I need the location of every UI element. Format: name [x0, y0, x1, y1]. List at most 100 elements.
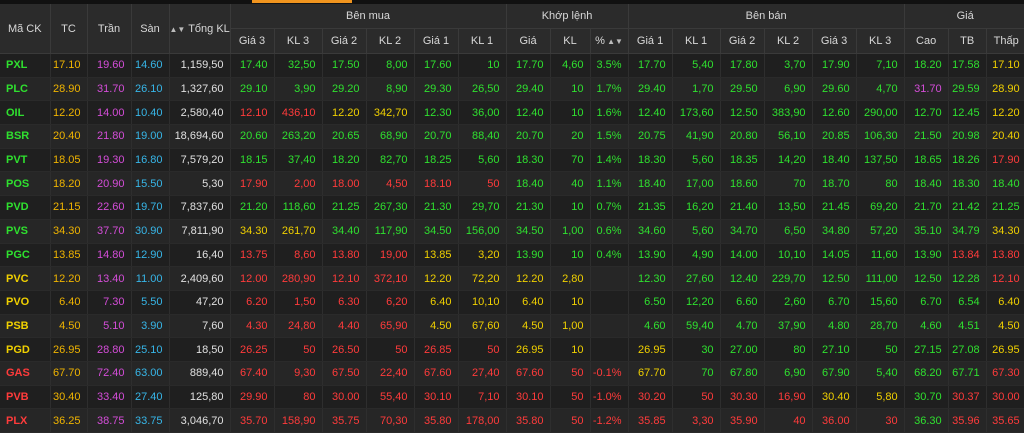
sell-cell: 6,50 — [764, 219, 813, 244]
col-total-volume-label: Tổng KL — [188, 22, 230, 35]
ref-price-cell: 12.20 — [50, 266, 88, 291]
col-price-2[interactable]: Thấp — [986, 28, 1024, 54]
buy-cell: 13.75 — [230, 243, 275, 268]
sell-cell: 35.85 — [628, 408, 673, 433]
price-stat-cell: 68.20 — [904, 361, 949, 386]
buy-cell: 1,50 — [274, 290, 323, 315]
col-sell-2[interactable]: Giá 2 — [720, 28, 765, 54]
sell-cell: 229,70 — [764, 266, 813, 291]
sell-cell: 50 — [672, 385, 721, 410]
col-ceil[interactable]: Trần — [87, 4, 132, 54]
table-row[interactable]: PLC 28.90 31.70 26.10 1,327,60 29.10 3,90 29.20… — [0, 77, 1024, 102]
table-row[interactable]: PVS 34.30 37.70 30.90 7,811,90 34.30 261,70 34.… — [0, 219, 1024, 244]
sell-cell: 6.70 — [812, 290, 857, 315]
buy-cell: 13.80 — [322, 243, 367, 268]
buy-cell: 19,00 — [366, 243, 415, 268]
table-row[interactable]: PSB 4.50 5.10 3.90 7,60 4.30 24,80 4.40 65,90 4.5… — [0, 314, 1024, 339]
ref-price-cell: 28.90 — [50, 77, 88, 102]
floor-price-cell: 3.90 — [131, 314, 170, 339]
col-match-1[interactable]: KL — [550, 28, 591, 54]
buy-cell: 4.30 — [230, 314, 275, 339]
ref-price-cell: 4.50 — [50, 314, 88, 339]
buy-cell: 10,10 — [458, 290, 507, 315]
buy-cell: 36,00 — [458, 100, 507, 126]
col-buy-2[interactable]: Giá 2 — [322, 28, 367, 54]
sell-cell: 383,90 — [764, 100, 813, 126]
price-stat-cell: 6.70 — [904, 290, 949, 315]
buy-cell: 50 — [274, 337, 323, 362]
col-sell-4[interactable]: Giá 3 — [812, 28, 857, 54]
col-price-0[interactable]: Cao — [904, 28, 949, 54]
buy-cell: 9,30 — [274, 361, 323, 386]
sell-cell: 18.60 — [720, 171, 765, 197]
match-cell: 12.20 — [506, 266, 551, 291]
total-volume-cell: 1,159,50 — [169, 53, 231, 78]
match-cell: 10 — [550, 337, 591, 362]
col-buy-3[interactable]: KL 2 — [366, 28, 415, 54]
col-sell-3[interactable]: KL 2 — [764, 28, 813, 54]
match-cell: 0.7% — [590, 195, 629, 220]
col-ref[interactable]: TC — [50, 4, 88, 54]
col-buy-4[interactable]: Giá 1 — [414, 28, 459, 54]
col-buy-1[interactable]: KL 3 — [274, 28, 323, 54]
match-cell: 6.40 — [506, 290, 551, 315]
buy-cell: 20.65 — [322, 124, 367, 149]
table-row[interactable]: PVT 18.05 19.30 16.80 7,579,20 18.15 37,40 18.2… — [0, 148, 1024, 173]
symbol-cell: BSR — [0, 124, 51, 149]
table-row[interactable]: PVD 21.15 22.60 19.70 7,837,60 21.20 118,60 21.… — [0, 195, 1024, 220]
col-match-2[interactable]: % ▲▼ — [590, 28, 629, 54]
ref-price-cell: 18.05 — [50, 148, 88, 173]
match-cell: 1.7% — [590, 77, 629, 102]
col-symbol[interactable]: Mã CK — [0, 4, 51, 54]
col-sell-1[interactable]: KL 1 — [672, 28, 721, 54]
col-buy-0[interactable]: Giá 3 — [230, 28, 275, 54]
buy-cell: 13.85 — [414, 243, 459, 268]
col-price-1[interactable]: TB — [948, 28, 987, 54]
match-cell: 4.50 — [506, 314, 551, 339]
total-volume-cell: 7,60 — [169, 314, 231, 339]
buy-cell: 3,20 — [458, 243, 507, 268]
table-row[interactable]: PGD 26.95 28.80 25.10 18,50 26.25 50 26.50 50 26.… — [0, 337, 1024, 362]
table-row[interactable]: POS 18.20 20.90 15.50 5,30 17.90 2,00 18.00 4,50… — [0, 171, 1024, 197]
col-sell-0[interactable]: Giá 1 — [628, 28, 673, 54]
table-row[interactable]: PLX 36.25 38.75 33.75 3,046,70 35.70 158,90 35.… — [0, 408, 1024, 433]
match-cell: 13.90 — [506, 243, 551, 268]
sort-arrows-icon[interactable]: ▲▼ — [604, 37, 623, 46]
table-row[interactable]: GAS 67.70 72.40 63.00 889,40 67.40 9,30 67.50 22… — [0, 361, 1024, 386]
price-stat-cell: 21.50 — [904, 124, 949, 149]
col-total-volume[interactable]: ▲▼ Tổng KL — [169, 4, 231, 54]
table-row[interactable]: BSR 20.40 21.80 19.00 18,694,60 20.60 263,20 20… — [0, 124, 1024, 149]
price-stat-cell: 29.59 — [948, 77, 987, 102]
table-row[interactable]: PVC 12.20 13.40 11.00 2,409,60 12.00 280,90 12.… — [0, 266, 1024, 291]
total-volume-cell: 7,837,60 — [169, 195, 231, 220]
sell-cell: 80 — [856, 171, 905, 197]
table-row[interactable]: OIL 12.20 14.00 10.40 2,580,40 12.10 436,10 12.… — [0, 100, 1024, 126]
table-row[interactable]: PVB 30.40 33.40 27.40 125,80 29.90 80 30.00 55,4… — [0, 385, 1024, 410]
table-row[interactable]: PXL 17.10 19.60 14.60 1,159,50 17.40 32,50 17.5… — [0, 53, 1024, 78]
match-cell: 30.10 — [506, 385, 551, 410]
col-match-0[interactable]: Giá — [506, 28, 551, 54]
symbol-cell: PVS — [0, 219, 51, 244]
col-buy-5[interactable]: KL 1 — [458, 28, 507, 54]
col-floor[interactable]: Sàn — [131, 4, 170, 54]
sell-cell: 30 — [856, 408, 905, 433]
match-cell: 10 — [550, 243, 591, 268]
price-stat-cell: 21.25 — [986, 195, 1024, 220]
price-stat-cell: 18.40 — [986, 171, 1024, 197]
price-stat-cell: 13.90 — [904, 243, 949, 268]
floor-price-cell: 26.10 — [131, 77, 170, 102]
col-sell-5[interactable]: KL 3 — [856, 28, 905, 54]
price-stat-cell: 35.65 — [986, 408, 1024, 433]
buy-cell: 17.40 — [230, 53, 275, 78]
table-row[interactable]: PGC 13.85 14.80 12.90 16,40 13.75 8,60 13.80 19,… — [0, 243, 1024, 268]
price-stat-cell: 17.10 — [986, 53, 1024, 78]
ceil-price-cell: 22.60 — [87, 195, 132, 220]
buy-cell: 17.90 — [230, 171, 275, 197]
match-cell: 3.5% — [590, 53, 629, 78]
sort-arrows-icon[interactable]: ▲▼ — [169, 24, 186, 34]
ceil-price-cell: 33.40 — [87, 385, 132, 410]
ceil-price-cell: 7.30 — [87, 290, 132, 315]
table-row[interactable]: PVO 6.40 7.30 5.50 47,20 6.20 1,50 6.30 6,20 6.40… — [0, 290, 1024, 315]
match-cell: 18.40 — [506, 171, 551, 197]
ref-price-cell: 67.70 — [50, 361, 88, 386]
